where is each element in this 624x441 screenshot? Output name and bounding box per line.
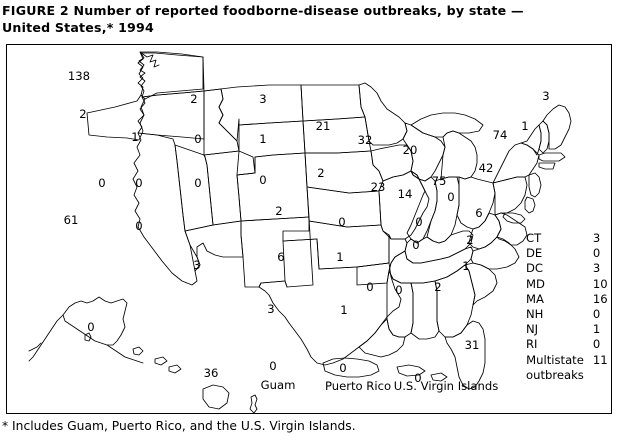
state-value-mt: 2 <box>190 92 198 107</box>
legend-abbr-ct: CT <box>526 231 542 245</box>
legend-multistate-value: 11 <box>592 352 608 367</box>
guam-label: Guam <box>260 378 296 392</box>
state-value-ky: 0 <box>415 215 423 230</box>
state-value-sd: 1 <box>259 132 267 147</box>
state-value-tx: 3 <box>267 302 275 317</box>
state-value-mi: 20 <box>402 143 418 158</box>
state-value-ar: 1 <box>336 250 344 265</box>
state-value-ms: 0 <box>366 280 374 295</box>
legend-multistate-label: Multistate outbreaks <box>526 353 584 383</box>
legend-abbr-ri: RI <box>526 337 538 352</box>
state-value-wa: 138 <box>67 69 91 84</box>
us-map-outlines <box>28 51 572 413</box>
state-value-va: 6 <box>475 206 483 221</box>
state-value-ca: 61 <box>63 213 79 228</box>
state-value-co: 0 <box>194 176 202 191</box>
legend-multistate-label-line-1: Multistate <box>526 352 584 367</box>
state-value-gu: 0 <box>269 359 277 374</box>
state-value-sc: 1 <box>462 259 470 274</box>
legend-value-nj: 1 <box>592 322 601 337</box>
figure-footnote: * Includes Guam, Puerto Rico, and the U.… <box>2 419 356 433</box>
state-value-la: 1 <box>340 303 348 318</box>
legend-row: MA 16 <box>526 292 608 307</box>
state-value-tn: 0 <box>412 238 420 253</box>
state-value-ut: 0 <box>98 176 106 191</box>
state-value-ak: 0 <box>87 320 95 335</box>
legend-abbr-de: DE <box>526 246 543 261</box>
state-value-oh: 75 <box>431 174 447 189</box>
state-value-ks: 2 <box>275 204 283 219</box>
legend-row: DC 3 <box>526 261 608 276</box>
legend-multistate-label-line-2: outbreaks <box>526 367 584 382</box>
legend-row: NH 0 <box>526 307 608 322</box>
legend-value-ma: 16 <box>592 291 608 306</box>
legend-value-ri: 0 <box>592 337 601 352</box>
state-value-ok: 6 <box>277 250 285 265</box>
legend-row: CT 3 <box>526 231 608 246</box>
state-value-wv: 0 <box>447 190 455 205</box>
legend-value-md: 10 <box>592 276 608 291</box>
state-value-il: 23 <box>370 180 386 195</box>
legend-value-dc: 3 <box>592 261 601 276</box>
state-value-al: 0 <box>395 283 403 298</box>
legend-abbr-md: MD <box>526 276 545 291</box>
figure-frame: 138 2 1 2 3 21 32 20 3 1 74 42 75 14 23 1 0 0 0 61 0 0 2 0 2 0 0 6 0… <box>6 44 612 414</box>
legend-abbr-ma: MA <box>526 291 544 306</box>
figure-title-line-2: United States,* 1994 <box>2 20 154 35</box>
state-value-nv: 0 <box>135 176 143 191</box>
legend-value-ct: 3 <box>592 231 601 245</box>
puerto-rico-label: Puerto Rico <box>324 379 392 393</box>
state-value-id: 1 <box>131 130 139 145</box>
legend-list: CT 3 DE 0 DC 3 MD 10 MA 16 NH 0 NJ 1 RI 0 Multistate outb… <box>526 231 608 383</box>
state-value-wi: 32 <box>357 133 373 148</box>
legend-row: DE 0 <box>526 246 608 261</box>
legend-value-de: 0 <box>592 246 601 261</box>
state-value-in: 14 <box>397 187 413 202</box>
state-value-ny: 74 <box>492 128 508 143</box>
state-value-pr: 0 <box>339 361 347 376</box>
state-value-ne: 0 <box>259 173 267 188</box>
state-value-az: 0 <box>135 219 143 234</box>
state-value-nm: 3 <box>193 258 201 273</box>
legend-row: RI 0 <box>526 337 608 352</box>
state-value-ga: 2 <box>434 280 442 295</box>
legend-abbr-nh: NH <box>526 307 544 322</box>
legend-row: MD 10 <box>526 277 608 292</box>
state-value-vt: 1 <box>521 119 529 134</box>
state-value-mn: 21 <box>315 119 331 134</box>
state-value-or: 2 <box>79 107 87 122</box>
state-value-wy: 0 <box>194 132 202 147</box>
virgin-islands-label: U.S. Virgin Islands <box>393 379 499 393</box>
state-value-ia: 2 <box>317 166 325 181</box>
state-value-me: 3 <box>542 89 550 104</box>
figure-title: FIGURE 2 Number of reported foodborne-di… <box>2 2 620 36</box>
state-value-fl: 31 <box>464 338 480 353</box>
state-value-pa: 42 <box>478 161 494 176</box>
legend-abbr-nj: NJ <box>526 322 539 337</box>
state-value-hi: 36 <box>203 366 219 381</box>
legend-table: CT 3 DE 0 DC 3 MD 10 MA 16 NH 0 NJ 1 RI 0 Multistate outb… <box>526 231 608 383</box>
legend-value-nh: 0 <box>592 307 601 322</box>
legend-abbr-dc: DC <box>526 261 544 276</box>
state-value-nd: 3 <box>259 92 267 107</box>
figure-title-line-1: FIGURE 2 Number of reported foodborne-di… <box>2 3 524 18</box>
state-value-mo: 0 <box>338 215 346 230</box>
legend-row: NJ 1 <box>526 322 608 337</box>
state-value-nc: 2 <box>466 233 474 248</box>
state-value-vi: 0 <box>414 371 422 386</box>
legend-row-multistate: Multistate outbreaks 11 <box>526 353 608 383</box>
